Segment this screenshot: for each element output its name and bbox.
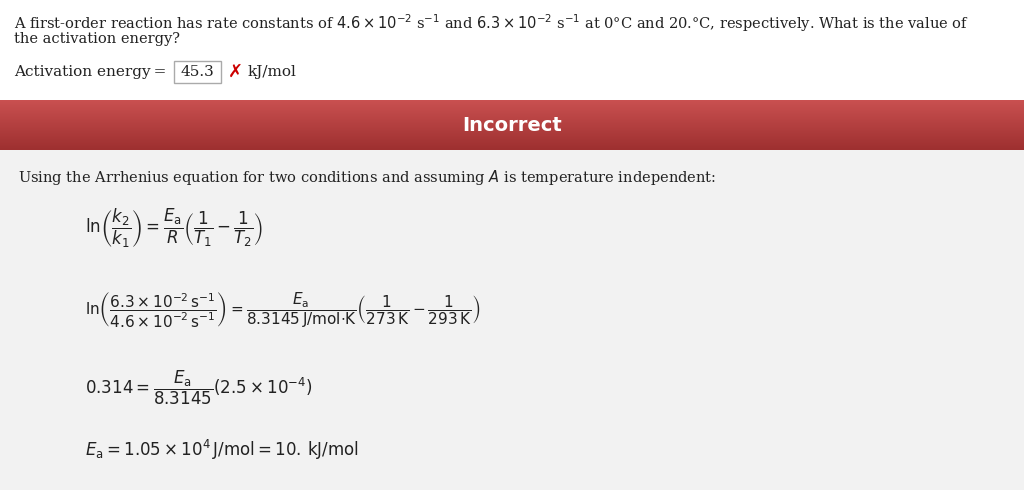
Text: kJ/mol: kJ/mol xyxy=(248,65,297,79)
Text: $\ln\!\left(\dfrac{k_2}{k_1}\right) = \dfrac{E_\mathrm{a}}{R}\left(\dfrac{1}{T_1: $\ln\!\left(\dfrac{k_2}{k_1}\right) = \d… xyxy=(85,206,263,249)
Text: $0.314 = \dfrac{E_\mathrm{a}}{8.3145}\left(2.5 \times 10^{-4}\right)$: $0.314 = \dfrac{E_\mathrm{a}}{8.3145}\le… xyxy=(85,369,312,407)
Text: ✗: ✗ xyxy=(228,63,243,81)
Text: the activation energy?: the activation energy? xyxy=(14,32,180,46)
Text: 45.3: 45.3 xyxy=(180,65,214,79)
Text: $E_\mathrm{a} = 1.05 \times 10^{4}\,\mathrm{J/mol} = 10.\,\mathrm{kJ/mol}$: $E_\mathrm{a} = 1.05 \times 10^{4}\,\mat… xyxy=(85,438,358,462)
Text: A first-order reaction has rate constants of $4.6 \times 10^{-2}$ s$^{-1}$ and $: A first-order reaction has rate constant… xyxy=(14,12,969,34)
Text: Incorrect: Incorrect xyxy=(462,116,562,134)
Bar xyxy=(0,150,1024,490)
Text: Using the Arrhenius equation for two conditions and assuming $\mathit{A}$ is tem: Using the Arrhenius equation for two con… xyxy=(18,168,716,187)
Text: Activation energy =: Activation energy = xyxy=(14,65,169,79)
Text: $\ln\!\left(\dfrac{6.3 \times 10^{-2}\,\mathrm{s}^{-1}}{4.6 \times 10^{-2}\,\mat: $\ln\!\left(\dfrac{6.3 \times 10^{-2}\,\… xyxy=(85,291,480,330)
FancyBboxPatch shape xyxy=(174,61,221,83)
